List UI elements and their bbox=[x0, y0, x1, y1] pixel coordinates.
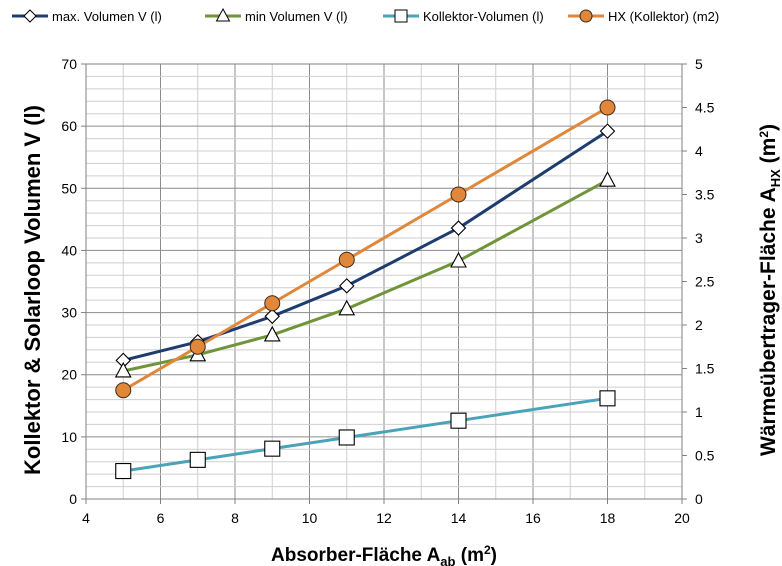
y2-axis-title-end: ) bbox=[757, 124, 780, 131]
series-line bbox=[123, 396, 608, 473]
x-tick-label: 12 bbox=[376, 510, 392, 526]
data-point bbox=[264, 440, 281, 457]
y-tick-label: 40 bbox=[61, 242, 77, 258]
legend-marker bbox=[215, 7, 231, 22]
y2-tick-label: 3.5 bbox=[695, 187, 715, 203]
legend-item: max. Volumen V (l) bbox=[12, 9, 162, 24]
legend-marker bbox=[394, 9, 408, 23]
data-point bbox=[450, 412, 467, 429]
y2-tick-label: 4 bbox=[695, 143, 703, 159]
x-tick-label: 20 bbox=[674, 510, 690, 526]
series-line bbox=[122, 106, 609, 392]
y2-tick-label: 0.5 bbox=[695, 448, 715, 464]
x-tick-label: 18 bbox=[600, 510, 616, 526]
y2-tick-label: 1 bbox=[695, 404, 703, 420]
y2-tick-label: 2 bbox=[695, 317, 703, 333]
x-tick-label: 10 bbox=[302, 510, 318, 526]
ticks-layer: 4 6 8 10 12 14 16 18 20 0 10 20 30 40 50 60 70 0 0.5 1 1.5 2 2… bbox=[61, 56, 714, 526]
x-tick-label: 14 bbox=[451, 510, 467, 526]
y-tick-label: 50 bbox=[61, 180, 77, 196]
data-point bbox=[599, 390, 616, 407]
x-axis-title: Absorber-Fläche Aab (m2) bbox=[271, 543, 497, 566]
legend-label: max. Volumen V (l) bbox=[52, 9, 162, 24]
series-layer bbox=[114, 99, 616, 480]
series-line bbox=[122, 129, 609, 362]
data-point bbox=[599, 99, 616, 116]
data-point bbox=[599, 123, 616, 139]
y2-axis-title-main: Wärmeübertrager-Fläche A bbox=[757, 187, 780, 456]
x-axis-title-sub: ab bbox=[440, 554, 455, 566]
y-tick-label: 10 bbox=[61, 429, 77, 445]
x-axis-title-sup: 2 bbox=[484, 543, 491, 557]
y2-axis-title-tail: (m bbox=[757, 138, 780, 170]
legend-marker bbox=[23, 9, 37, 23]
data-point bbox=[115, 382, 132, 399]
data-point bbox=[115, 462, 132, 480]
legend-label: HX (Kollektor) (m2) bbox=[608, 9, 719, 24]
x-tick-label: 6 bbox=[157, 510, 165, 526]
y2-tick-label: 1.5 bbox=[695, 361, 715, 377]
legend-item: Kollektor-Volumen (l) bbox=[383, 9, 544, 24]
data-point bbox=[450, 186, 467, 203]
y-tick-label: 20 bbox=[61, 367, 77, 383]
legend-marker bbox=[579, 9, 593, 23]
y-axis-title-right: Wärmeübertrager-Fläche AHX (m2) bbox=[757, 124, 782, 456]
x-tick-label: 8 bbox=[231, 510, 239, 526]
legend-item: HX (Kollektor) (m2) bbox=[568, 9, 719, 24]
y2-tick-label: 0 bbox=[695, 491, 703, 507]
data-point bbox=[450, 251, 467, 268]
y2-axis-title-sub: HX bbox=[768, 169, 782, 187]
y-tick-label: 60 bbox=[61, 118, 77, 134]
data-point bbox=[338, 251, 355, 268]
x-axis-title-tail: (m bbox=[455, 545, 484, 566]
y-tick-label: 70 bbox=[61, 56, 77, 72]
data-point bbox=[189, 338, 206, 355]
data-point bbox=[599, 171, 616, 187]
x-tick-label: 16 bbox=[525, 510, 541, 526]
data-point bbox=[338, 299, 356, 316]
x-axis-title-main: Absorber-Fläche A bbox=[271, 545, 441, 566]
legend: max. Volumen V (l) min Volumen V (l) Kolle… bbox=[12, 7, 719, 24]
series-line bbox=[122, 178, 609, 373]
y-tick-label: 0 bbox=[69, 491, 77, 507]
y-tick-label: 30 bbox=[61, 305, 77, 321]
data-point bbox=[189, 451, 206, 468]
series-1 bbox=[114, 171, 616, 378]
data-point bbox=[263, 325, 281, 342]
y2-tick-label: 3 bbox=[695, 230, 703, 246]
data-point bbox=[264, 295, 281, 312]
data-point bbox=[264, 308, 281, 325]
x-axis-title-end: ) bbox=[491, 545, 497, 566]
grid bbox=[85, 63, 683, 500]
legend-label: Kollektor-Volumen (l) bbox=[423, 9, 544, 24]
series-3 bbox=[115, 99, 616, 399]
y2-tick-label: 4.5 bbox=[695, 100, 715, 116]
y2-tick-label: 2.5 bbox=[695, 274, 715, 290]
series-2 bbox=[115, 390, 616, 480]
y2-tick-label: 5 bbox=[695, 56, 703, 72]
x-tick-label: 4 bbox=[82, 510, 90, 526]
series-0 bbox=[115, 123, 616, 369]
legend-item: min Volumen V (l) bbox=[205, 7, 348, 24]
data-point bbox=[450, 220, 467, 236]
data-point bbox=[338, 429, 355, 446]
y2-axis-title-sup: 2 bbox=[757, 131, 771, 138]
data-point bbox=[338, 278, 355, 294]
data-point bbox=[114, 361, 132, 378]
y-axis-title-left: Kollektor & Solarloop Volumen V (l) bbox=[20, 105, 45, 475]
legend-label: min Volumen V (l) bbox=[245, 9, 348, 24]
